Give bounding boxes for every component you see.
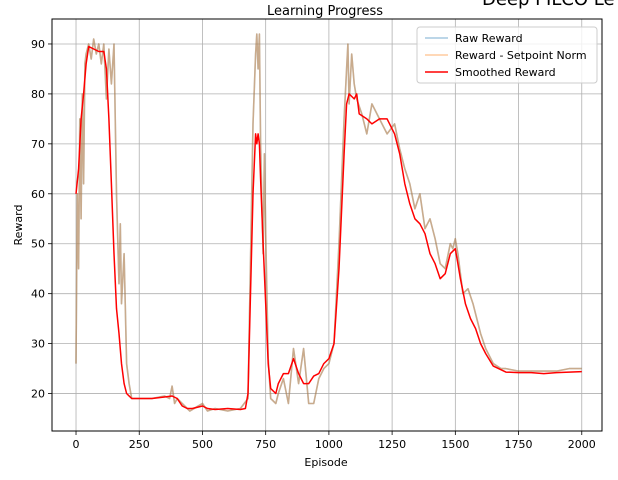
figure-suptitle: Deep PILCO Le bbox=[482, 0, 615, 10]
legend-label: Reward - Setpoint Norm bbox=[455, 49, 587, 62]
y-axis-label: Reward bbox=[12, 205, 25, 246]
y-tick-label: 40 bbox=[31, 288, 45, 301]
grid-lines bbox=[52, 19, 602, 431]
x-tick-label: 2000 bbox=[568, 438, 596, 451]
x-tick-label: 0 bbox=[73, 438, 80, 451]
x-tick-label: 1500 bbox=[441, 438, 469, 451]
plot-frame bbox=[51, 18, 603, 432]
y-tick-label: 80 bbox=[31, 88, 45, 101]
x-tick-label: 1000 bbox=[315, 438, 343, 451]
x-axis-label: Episode bbox=[304, 456, 347, 469]
x-tick-label: 1750 bbox=[505, 438, 533, 451]
y-axis: 20 30 40 50 60 70 80 90 bbox=[31, 38, 52, 401]
y-tick-label: 60 bbox=[31, 188, 45, 201]
y-tick-label: 20 bbox=[31, 388, 45, 401]
legend-entries: Raw Reward Reward - Setpoint Norm Smoothed… bbox=[425, 32, 587, 79]
y-tick-label: 70 bbox=[31, 138, 45, 151]
legend-label: Smoothed Reward bbox=[455, 66, 556, 79]
y-tick-label: 90 bbox=[31, 38, 45, 51]
series-line-2 bbox=[75, 45, 582, 411]
series-line-0 bbox=[75, 33, 582, 412]
series-lines bbox=[75, 33, 582, 412]
x-tick-label: 500 bbox=[192, 438, 213, 451]
legend: Raw Reward Reward - Setpoint Norm Smoothed… bbox=[416, 26, 598, 84]
y-tick-label: 30 bbox=[31, 338, 45, 351]
y-tick-label: 50 bbox=[31, 238, 45, 251]
chart-title: Learning Progress bbox=[267, 4, 383, 19]
x-tick-label: 250 bbox=[129, 438, 150, 451]
series-line-1 bbox=[75, 33, 582, 412]
legend-label: Raw Reward bbox=[455, 32, 523, 45]
x-axis: 0 250 500 750 1000 1250 1500 1750 2000 bbox=[73, 431, 596, 451]
legend-box bbox=[416, 26, 598, 84]
x-tick-label: 750 bbox=[255, 438, 276, 451]
x-tick-label: 1250 bbox=[378, 438, 406, 451]
